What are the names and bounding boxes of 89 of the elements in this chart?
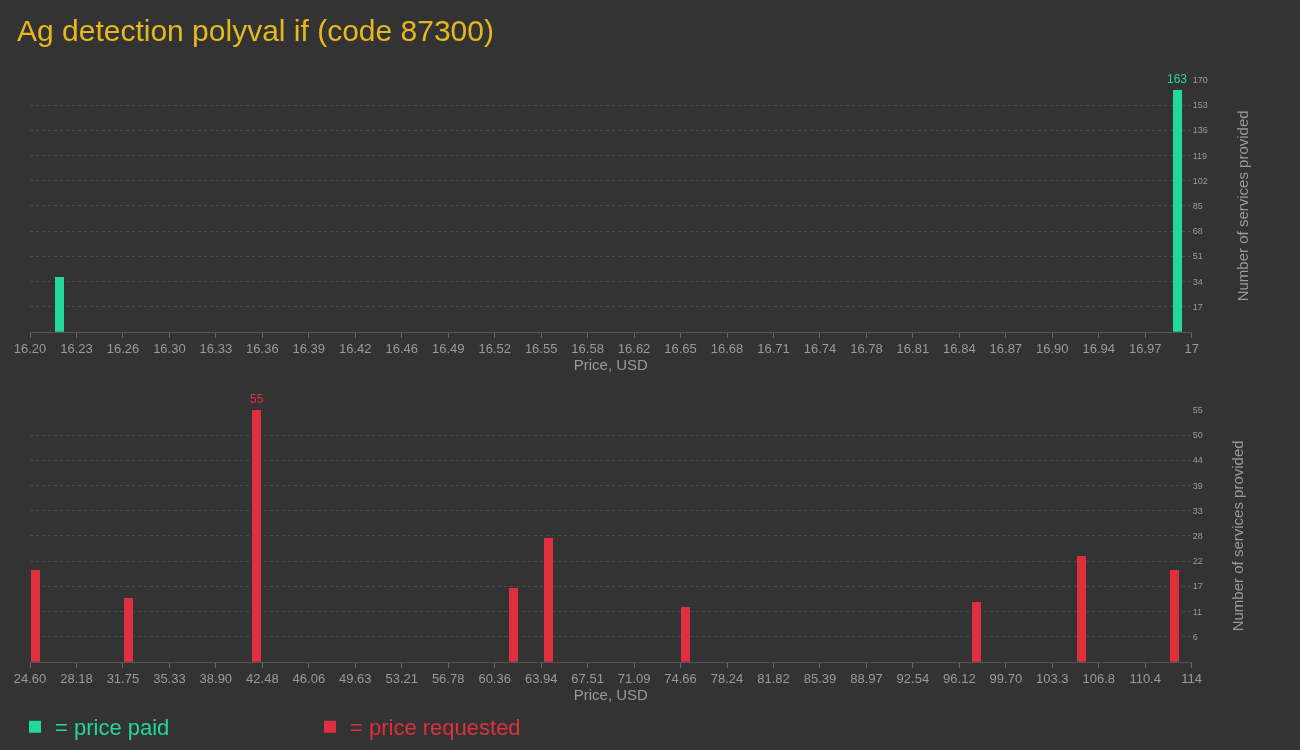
x-tick-label: 16.90 bbox=[1036, 341, 1069, 357]
x-axis-title: Price, USD bbox=[573, 356, 649, 374]
bar bbox=[509, 588, 518, 662]
x-tick-label: 16.39 bbox=[292, 341, 326, 357]
y-tick-label: 85 bbox=[1192, 201, 1203, 211]
x-tick-label: 96.12 bbox=[943, 671, 976, 687]
y-tick-label: 119 bbox=[1192, 150, 1208, 161]
x-tick-label: 16.97 bbox=[1128, 341, 1162, 357]
x-tick-label: 16.55 bbox=[524, 341, 558, 357]
x-tick-label: 16.58 bbox=[571, 341, 604, 357]
x-tick-label: 67.51 bbox=[571, 671, 604, 687]
x-tick-label: 16.84 bbox=[943, 341, 976, 357]
legend-label: = price requested bbox=[350, 715, 521, 741]
y-tick-label: 33 bbox=[1192, 505, 1203, 516]
x-tick-label: 81.82 bbox=[757, 671, 790, 687]
data-label: 55 bbox=[250, 392, 264, 406]
y-tick-label: 22 bbox=[1192, 556, 1203, 567]
x-tick-label: 28.18 bbox=[60, 671, 93, 687]
y-axis-title: Number of services provided bbox=[1228, 440, 1246, 632]
y-tick-label: 68 bbox=[1192, 226, 1203, 237]
bar bbox=[1077, 556, 1086, 662]
y-tick-label: 170 bbox=[1192, 75, 1208, 86]
x-tick-label: 53.21 bbox=[385, 671, 419, 687]
x-tick-label: 16.87 bbox=[989, 341, 1023, 357]
x-tick-label: 92.54 bbox=[896, 671, 930, 687]
x-tick-label: 16.42 bbox=[339, 341, 372, 357]
y-tick-label: 17 bbox=[1192, 301, 1203, 312]
x-tick-label: 16.74 bbox=[803, 341, 837, 357]
x-tick-label: 16.94 bbox=[1082, 341, 1116, 357]
x-tick-label: 74.66 bbox=[664, 671, 697, 687]
y-tick-label: 44 bbox=[1192, 455, 1203, 466]
bar bbox=[972, 602, 981, 662]
x-tick-label: 16.52 bbox=[478, 341, 511, 357]
data-label: 163 bbox=[1167, 72, 1188, 86]
y-tick-label: 6 bbox=[1192, 631, 1198, 642]
x-tick-label: 106.8 bbox=[1082, 671, 1116, 687]
x-tick-label: 16.30 bbox=[153, 341, 186, 357]
x-tick-label: 114 bbox=[1181, 671, 1203, 687]
x-tick-label: 16.33 bbox=[199, 341, 233, 357]
x-tick-label: 38.90 bbox=[199, 671, 233, 687]
x-tick-label: 49.63 bbox=[338, 671, 372, 687]
y-tick-label: 11 bbox=[1192, 606, 1203, 617]
x-tick-label: 46.06 bbox=[292, 671, 326, 687]
x-tick-label: 110.4 bbox=[1129, 671, 1161, 687]
x-tick-label: 71.09 bbox=[617, 671, 651, 687]
x-tick-label: 99.70 bbox=[989, 671, 1023, 687]
x-tick-label: 16.78 bbox=[850, 341, 883, 357]
x-tick-label: 16.62 bbox=[617, 341, 651, 357]
x-tick-label: 16.23 bbox=[60, 341, 93, 357]
x-tick-label: 24.60 bbox=[13, 671, 47, 687]
x-tick-label: 16.46 bbox=[385, 341, 419, 357]
bar bbox=[124, 598, 133, 662]
x-tick-label: 88.97 bbox=[850, 671, 883, 687]
x-tick-label: 31.75 bbox=[106, 671, 140, 687]
bar bbox=[681, 607, 690, 662]
y-tick-label: 153 bbox=[1192, 100, 1208, 111]
x-tick-label: 16.81 bbox=[896, 341, 930, 357]
y-tick-label: 102 bbox=[1192, 175, 1208, 186]
x-tick-label: 16.68 bbox=[710, 341, 744, 357]
bar bbox=[31, 570, 40, 662]
bar bbox=[252, 410, 261, 662]
y-tick-label: 55 bbox=[1192, 405, 1203, 416]
x-tick-label: 16.71 bbox=[757, 341, 790, 357]
y-tick-label: 51 bbox=[1192, 251, 1203, 262]
x-tick-label: 16.36 bbox=[246, 341, 279, 357]
bar bbox=[544, 538, 553, 662]
x-tick-label: 35.33 bbox=[153, 671, 186, 687]
y-tick-label: 34 bbox=[1192, 276, 1203, 287]
legend-label: = price paid bbox=[55, 715, 170, 741]
x-tick-label: 63.94 bbox=[524, 671, 558, 687]
y-axis-title: Number of services provided bbox=[1233, 110, 1251, 302]
x-tick-label: 42.48 bbox=[246, 671, 279, 687]
x-tick-label: 16.65 bbox=[664, 341, 697, 357]
x-tick-label: 56.78 bbox=[431, 671, 465, 687]
y-tick-label: 136 bbox=[1192, 125, 1208, 136]
bar bbox=[1170, 570, 1179, 662]
x-tick-label: 60.36 bbox=[478, 671, 511, 687]
y-tick-label: 28 bbox=[1192, 531, 1203, 541]
x-tick-label: 16.26 bbox=[106, 341, 140, 357]
x-tick-label: 16.20 bbox=[13, 341, 47, 357]
x-axis-title: Price, USD bbox=[573, 686, 649, 704]
x-tick-label: 16.49 bbox=[431, 341, 465, 357]
x-tick-label: 78.24 bbox=[710, 671, 744, 687]
y-tick-label: 39 bbox=[1192, 480, 1203, 491]
chart-title: Ag detection polyval if (code 87300) bbox=[17, 14, 494, 47]
x-tick-label: 85.39 bbox=[803, 671, 837, 687]
x-tick-label: 103.3 bbox=[1036, 671, 1069, 687]
y-tick-label: 17 bbox=[1192, 581, 1203, 592]
y-tick-label: 50 bbox=[1192, 430, 1203, 441]
